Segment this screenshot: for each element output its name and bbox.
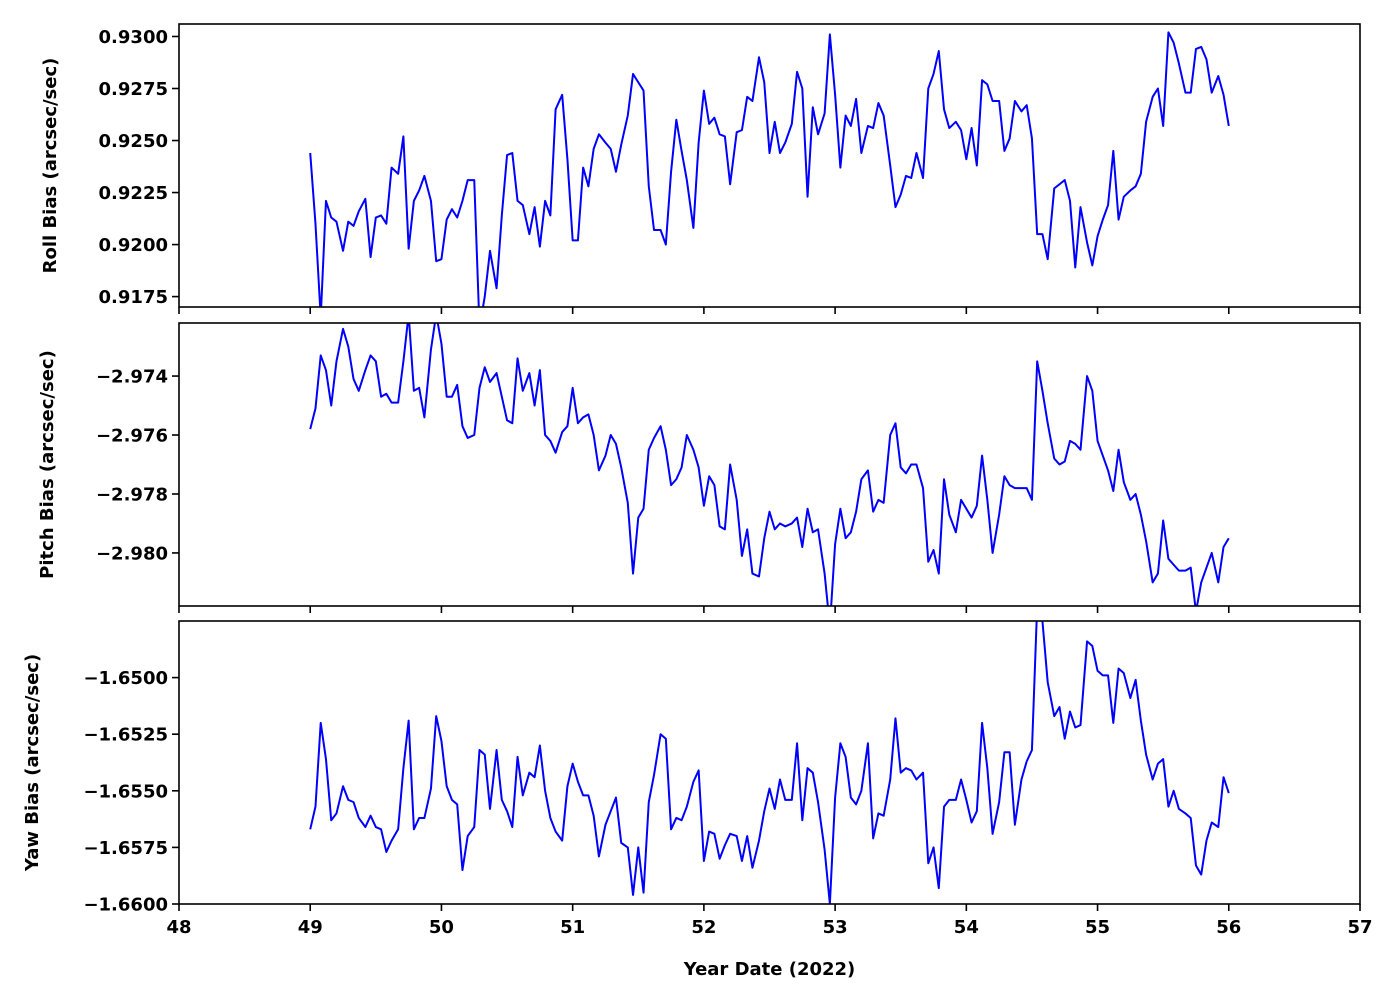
roll-bias-plot-area: 0.9175 0.9200 0.9225 0.9250 0.9275 0.9300 bbox=[99, 23, 1361, 314]
roll-bias-ytick-label: 0.9175 bbox=[99, 287, 168, 308]
xtick-label: 51 bbox=[560, 917, 585, 938]
xtick-label: 49 bbox=[298, 917, 323, 938]
pitch-bias-ylabel: Pitch Bias (arcsec/sec) bbox=[37, 350, 58, 579]
roll-bias-ytick-label: 0.9300 bbox=[99, 27, 168, 48]
yaw-bias-ylabel: Yaw Bias (arcsec/sec) bbox=[22, 654, 43, 872]
xtick-label: 52 bbox=[691, 917, 716, 938]
yaw-bias-axes-frame bbox=[178, 620, 1361, 905]
yaw-bias-ytick-label: −1.6500 bbox=[83, 668, 168, 689]
yaw-bias-ytick-label: −1.6525 bbox=[83, 725, 168, 746]
xtick-label: 54 bbox=[954, 917, 979, 938]
roll-bias-series-line bbox=[309, 31, 1230, 307]
pitch-bias-series-line bbox=[309, 323, 1230, 606]
yaw-bias-series-line bbox=[309, 621, 1230, 904]
pitch-bias-plot-area: −2.980 −2.978 −2.976 −2.974 bbox=[96, 322, 1361, 613]
xtick-label: 48 bbox=[166, 917, 191, 938]
roll-bias-panel: 0.9175 0.9200 0.9225 0.9250 0.9275 0.9300 Rol… bbox=[40, 23, 1361, 314]
pitch-bias-panel: −2.980 −2.978 −2.976 −2.974 Pitch Bias (arc… bbox=[37, 322, 1361, 613]
pitch-bias-axes-frame bbox=[178, 322, 1361, 607]
roll-bias-axes-frame bbox=[178, 23, 1361, 308]
shared-xlabel: Year Date (2022) bbox=[683, 959, 856, 980]
roll-bias-ylabel: Roll Bias (arcsec/sec) bbox=[40, 58, 61, 274]
yaw-bias-panel: −1.6600 −1.6575 −1.6550 −1.6525 −1.6500 48 49 5… bbox=[22, 620, 1373, 938]
roll-bias-ytick-label: 0.9200 bbox=[99, 235, 168, 256]
pitch-bias-ytick-label: −2.974 bbox=[96, 367, 168, 388]
pitch-bias-ytick-label: −2.980 bbox=[96, 543, 168, 564]
yaw-bias-ytick-label: −1.6550 bbox=[83, 781, 168, 802]
pitch-bias-ytick-label: −2.976 bbox=[96, 426, 168, 447]
roll-bias-ytick-label: 0.9275 bbox=[99, 79, 168, 100]
yaw-bias-ytick-label: −1.6575 bbox=[83, 838, 168, 859]
xtick-label: 53 bbox=[823, 917, 848, 938]
xtick-label: 56 bbox=[1216, 917, 1241, 938]
yaw-bias-plot-area: −1.6600 −1.6575 −1.6550 −1.6525 −1.6500 48 49 5… bbox=[83, 620, 1373, 938]
xtick-label: 50 bbox=[429, 917, 454, 938]
xtick-label: 55 bbox=[1085, 917, 1110, 938]
roll-bias-ytick-label: 0.9250 bbox=[99, 131, 168, 152]
yaw-bias-ytick-label: −1.6600 bbox=[83, 895, 168, 916]
roll-bias-ytick-label: 0.9225 bbox=[99, 183, 168, 204]
xtick-label: 57 bbox=[1347, 917, 1372, 938]
pitch-bias-ytick-label: −2.978 bbox=[96, 484, 168, 505]
